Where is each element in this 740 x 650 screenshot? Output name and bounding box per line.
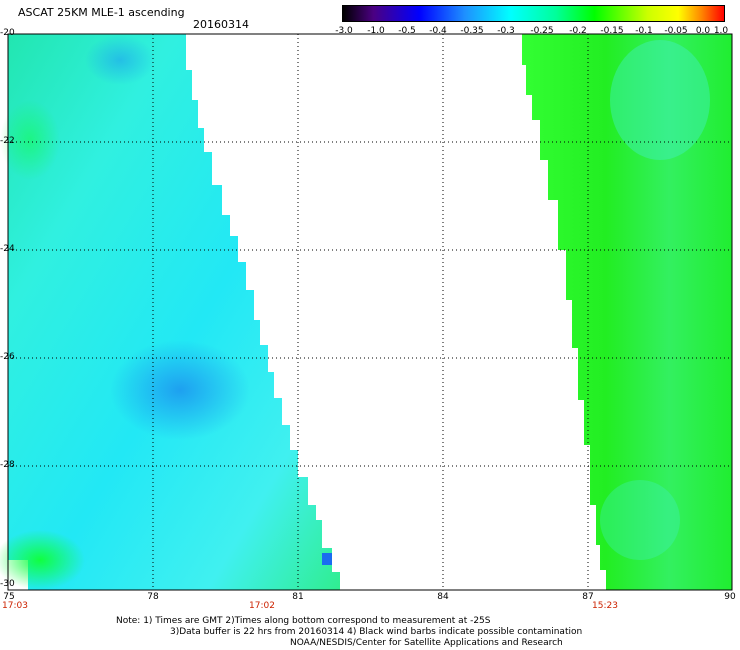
- note-line-1: Note: 1) Times are GMT 2)Times along bot…: [116, 616, 491, 626]
- blue-patch: [85, 35, 155, 85]
- colorbar-labels: -3.0 -1.0 -0.5 -0.4 -0.35 -0.3 -0.25 -0.…: [330, 26, 735, 36]
- lon-label: 75: [3, 592, 15, 602]
- cyan-patch: [600, 480, 680, 560]
- lon-label: 90: [724, 592, 736, 602]
- time-label: 17:03: [2, 601, 28, 611]
- colorbar-label: -0.15: [600, 26, 624, 36]
- colorbar-label: -0.1: [635, 26, 653, 36]
- colorbar-label: -0.35: [460, 26, 484, 36]
- grid-lines: [8, 34, 732, 590]
- lat-label: -26: [0, 352, 15, 362]
- lat-label: -22: [0, 136, 15, 146]
- green-patch: [0, 530, 85, 590]
- lat-label: -24: [0, 244, 15, 254]
- colorbar-label: -0.05: [664, 26, 688, 36]
- colorbar-label: -0.25: [530, 26, 554, 36]
- west-swath: [8, 34, 340, 590]
- colorbar-label: -0.3: [497, 26, 515, 36]
- colorbar-label: 0.0: [695, 26, 711, 36]
- blue-pixel: [322, 553, 332, 565]
- lon-label: 81: [292, 592, 304, 602]
- colorbar-label: -0.2: [569, 26, 587, 36]
- blue-patch: [110, 340, 250, 440]
- lon-label: 84: [437, 592, 449, 602]
- note-line-3: NOAA/NESDIS/Center for Satellite Applica…: [290, 638, 563, 648]
- colorbar-label: -1.0: [367, 26, 385, 36]
- map-title: ASCAT 25KM MLE-1 ascending: [18, 6, 185, 19]
- colorbar: [342, 5, 725, 22]
- green-patch: [0, 100, 60, 180]
- colorbar-label: -0.4: [429, 26, 447, 36]
- note-line-2: 3)Data buffer is 22 hrs from 20160314 4)…: [170, 627, 583, 637]
- colorbar-label: -0.5: [398, 26, 416, 36]
- time-label: 17:02: [249, 601, 275, 611]
- lon-label: 87: [582, 592, 594, 602]
- lat-label: -28: [0, 460, 15, 470]
- colorbar-gradient: [343, 6, 724, 21]
- lat-label: -20: [0, 28, 15, 38]
- colorbar-label: 1.0: [713, 26, 729, 36]
- cyan-patch: [610, 40, 710, 160]
- colorbar-label: -3.0: [335, 26, 353, 36]
- map-date: 20160314: [193, 18, 249, 31]
- plot-frame: [7, 33, 733, 591]
- east-swath: [522, 34, 732, 590]
- lat-label: -30: [0, 579, 15, 589]
- lon-label: 78: [147, 592, 159, 602]
- time-label: 15:23: [592, 601, 618, 611]
